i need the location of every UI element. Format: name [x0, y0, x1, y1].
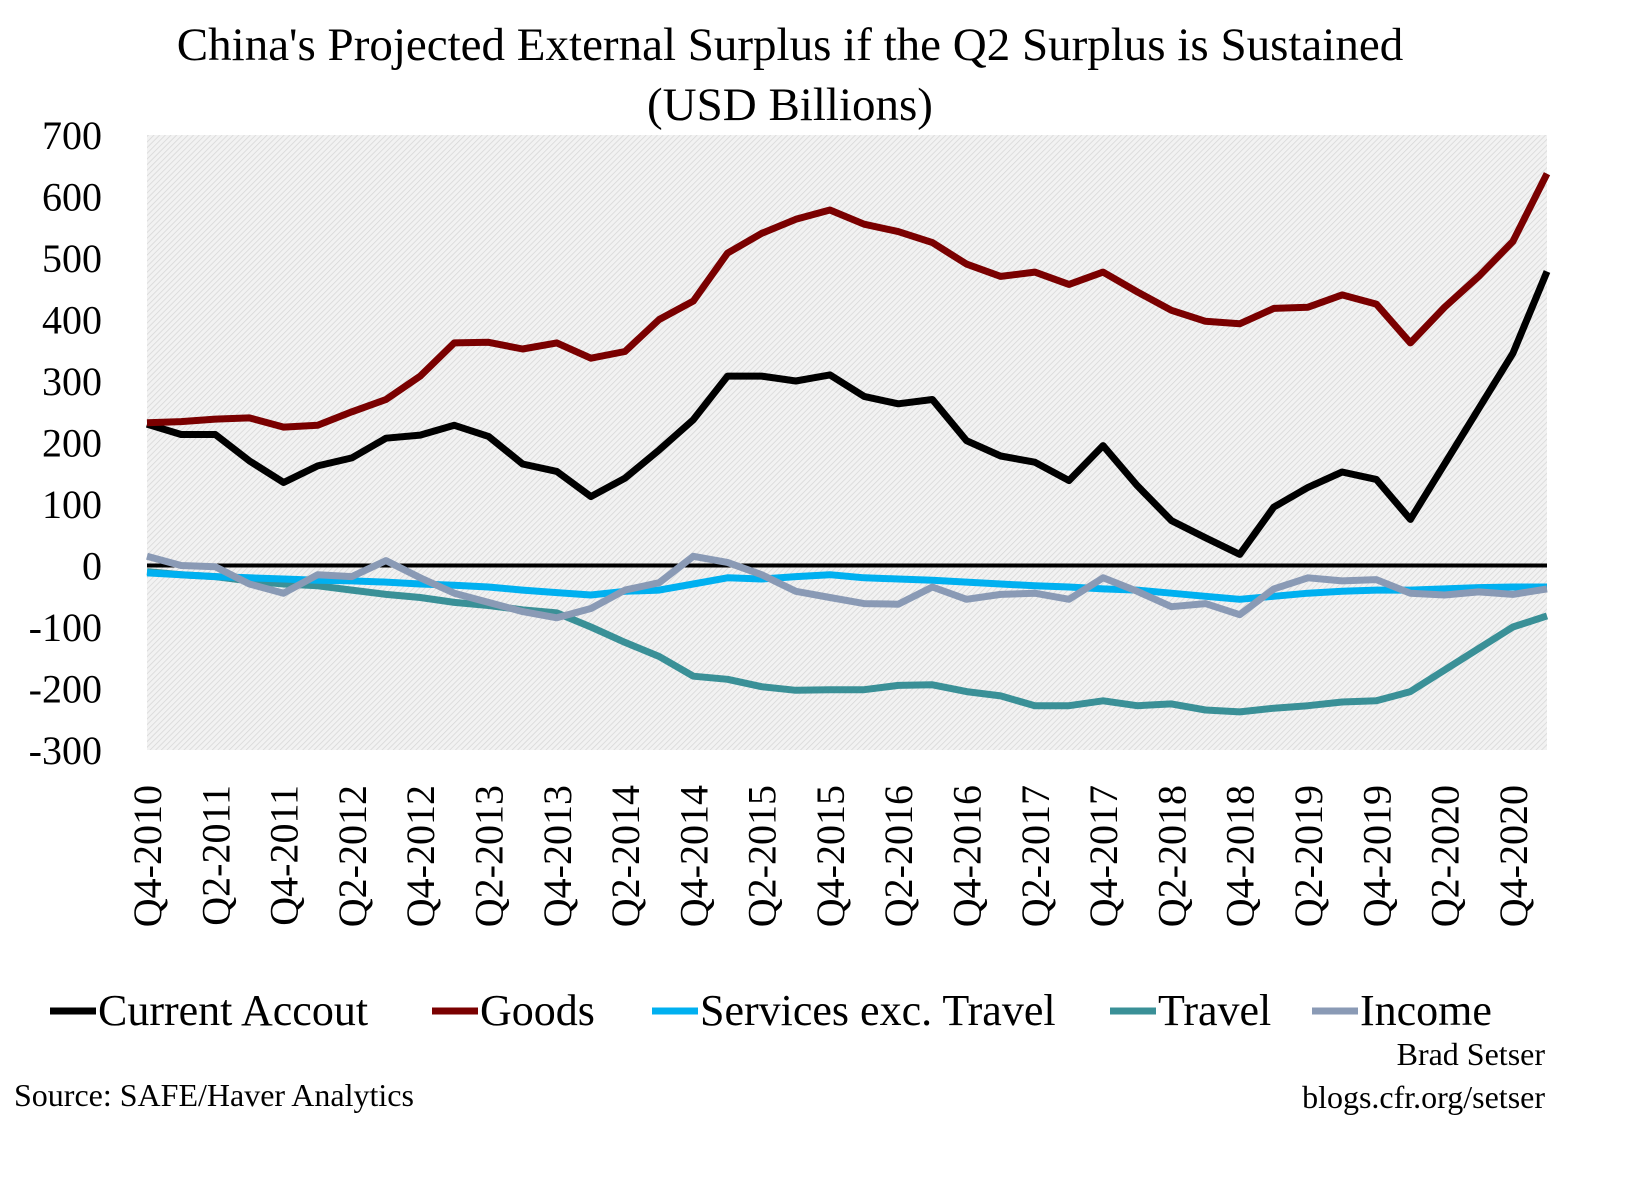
x-tick-label: Q4-2010	[125, 785, 170, 927]
series-line-current-accout	[145, 270, 1551, 558]
y-tick-label: 700	[42, 113, 102, 158]
x-tick-label: Q2-2011	[193, 785, 238, 926]
author-label: Brad Setser	[1397, 1036, 1546, 1072]
y-tick-label: -100	[29, 605, 102, 650]
y-tick-label: 100	[42, 482, 102, 527]
series-line-services-exc-travel	[146, 569, 1547, 603]
y-tick-label: 200	[42, 421, 102, 466]
x-tick-label: Q4-2011	[262, 785, 307, 926]
y-tick-label: 400	[42, 298, 102, 343]
x-tick-label: Q2-2018	[1149, 785, 1194, 927]
x-tick-label: Q4-2014	[671, 785, 716, 927]
x-tick-label: Q2-2019	[1286, 785, 1331, 927]
x-tick-label: Q2-2013	[466, 785, 511, 927]
legend-item: Travel	[1110, 986, 1271, 1035]
x-tick-label: Q2-2012	[330, 785, 375, 927]
x-tick-label: Q2-2017	[1013, 785, 1058, 927]
x-tick-label: Q4-2018	[1218, 785, 1263, 927]
y-tick-label: -200	[29, 667, 102, 712]
legend-item: Income	[1312, 986, 1492, 1035]
x-tick-label: Q4-2013	[535, 785, 580, 927]
x-tick-label: Q4-2015	[808, 785, 853, 927]
x-tick-label: Q4-2016	[945, 785, 990, 927]
legend-label: Current Accout	[98, 986, 368, 1035]
x-tick-label: Q4-2017	[1081, 785, 1126, 927]
legend-label: Travel	[1158, 986, 1271, 1035]
x-tick-label: Q4-2019	[1354, 785, 1399, 927]
x-tick-label: Q2-2014	[603, 785, 648, 927]
legend-label: Goods	[480, 986, 595, 1035]
y-tick-label: 300	[42, 359, 102, 404]
legend-label: Income	[1360, 986, 1492, 1035]
x-tick-label: Q2-2016	[876, 785, 921, 927]
series-line-goods	[146, 172, 1551, 431]
y-tick-label: 0	[82, 544, 102, 589]
plot-area	[147, 135, 1547, 750]
legend-item: Goods	[432, 986, 595, 1035]
chart-subtitle: (USD Billions)	[647, 79, 933, 131]
x-tick-label: Q2-2020	[1423, 785, 1468, 927]
x-tick-label: Q4-2020	[1491, 785, 1536, 927]
y-tick-label: 500	[42, 236, 102, 281]
source-label: Source: SAFE/Haver Analytics	[14, 1077, 414, 1113]
y-tick-label: -300	[29, 728, 102, 773]
url-label: blogs.cfr.org/setser	[1302, 1079, 1545, 1115]
legend-item: Services exc. Travel	[652, 986, 1056, 1035]
x-tick-label: Q2-2015	[740, 785, 785, 927]
legend-label: Services exc. Travel	[700, 986, 1056, 1035]
legend-item: Current Accout	[50, 986, 368, 1035]
series-line-travel	[146, 568, 1549, 716]
y-tick-label: 600	[42, 175, 102, 220]
series-line-income	[146, 552, 1548, 622]
chart-title: China's Projected External Surplus if th…	[177, 19, 1403, 71]
x-tick-label: Q4-2012	[398, 785, 443, 927]
